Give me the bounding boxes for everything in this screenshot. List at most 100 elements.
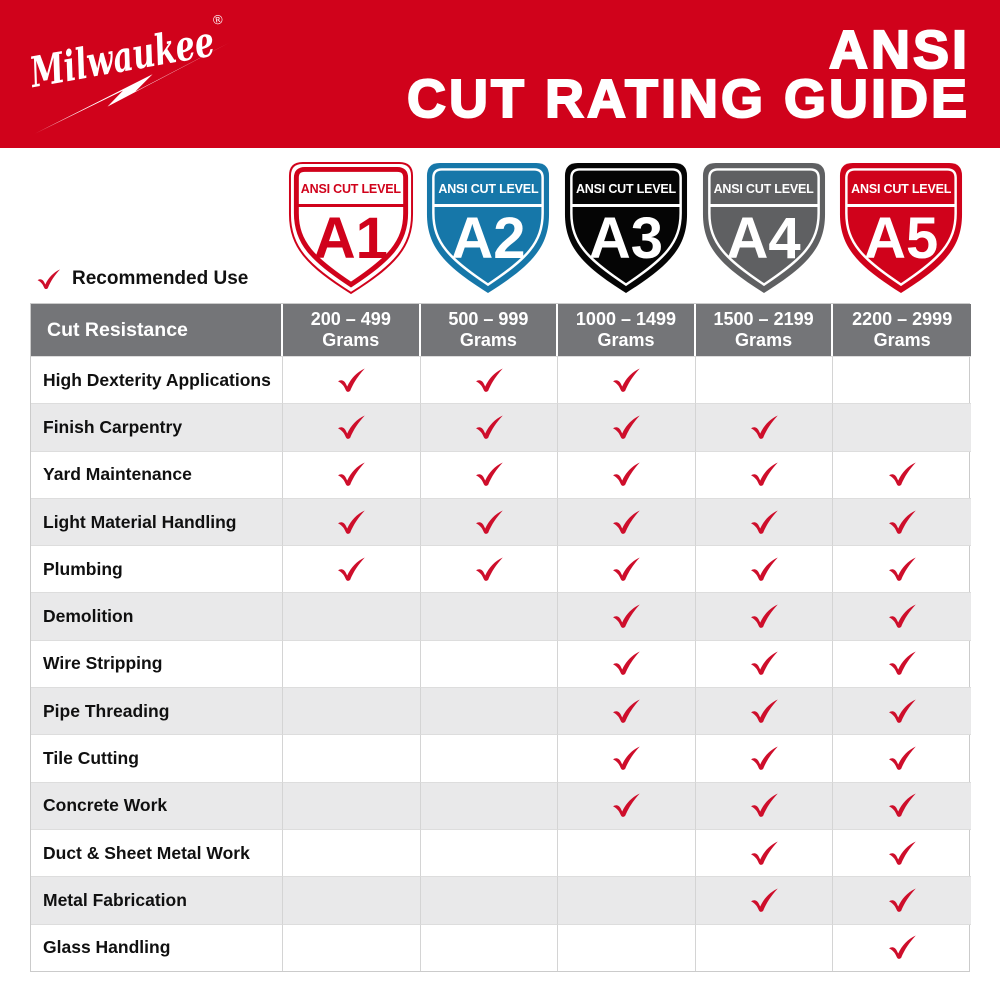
check-cell — [558, 687, 696, 735]
check-cell — [833, 592, 971, 640]
checkmark-icon — [613, 699, 641, 723]
column-gram-unit: Grams — [322, 330, 380, 350]
logo-wordmark: Milwaukee — [25, 17, 218, 98]
checkmark-icon — [338, 415, 366, 439]
ansi-shield-a5: ANSI CUT LEVEL A5 — [838, 161, 964, 295]
check-cell — [283, 734, 421, 782]
ansi-shield-a4: ANSI CUT LEVEL A4 — [701, 161, 827, 295]
row-label: Yard Maintenance — [31, 450, 283, 498]
row-label: Metal Fabrication — [31, 876, 283, 924]
check-cell — [283, 876, 421, 924]
checkmark-icon — [613, 651, 641, 676]
check-cell — [833, 356, 971, 403]
row-label: Concrete Work — [31, 781, 283, 829]
check-cell — [558, 545, 696, 593]
check-cell — [833, 450, 971, 498]
checkmark-icon — [475, 557, 503, 581]
checkmark-icon — [338, 557, 366, 581]
row-label: High Dexterity Applications — [31, 356, 283, 404]
checkmark-icon — [37, 268, 61, 289]
column-gram-range: 500 – 999 — [448, 309, 529, 329]
checkmark-icon — [475, 415, 503, 439]
column-header: 1000 – 1499 Grams — [558, 304, 696, 356]
shield-shape — [702, 163, 825, 293]
checkmark-icon — [889, 651, 916, 676]
shield-divider — [570, 204, 681, 207]
shield-shape — [564, 163, 688, 293]
checkmark-icon — [613, 368, 641, 392]
checkmark-icon — [751, 841, 778, 865]
checkmark-icon — [613, 746, 641, 770]
check-cell — [833, 497, 971, 546]
check-cell — [833, 687, 971, 735]
shield-slot: ANSI CUT LEVEL A2 — [420, 161, 558, 299]
check-cell — [283, 687, 421, 735]
check-cell — [283, 592, 421, 640]
shield-slot: ANSI CUT LEVEL A1 — [282, 161, 420, 299]
shield-level-text: A1 — [313, 206, 388, 271]
checkmark-icon — [751, 699, 778, 723]
check-cell — [420, 781, 559, 829]
check-cell — [420, 734, 559, 782]
checkmark-icon — [751, 510, 778, 534]
shield-level-text: A3 — [588, 206, 664, 271]
shield-cut-level-label: ANSI CUT LEVEL — [575, 182, 676, 196]
check-cell — [558, 734, 696, 782]
row-label: Light Material Handling — [31, 497, 283, 546]
shield-slot: ANSI CUT LEVEL A3 — [557, 161, 695, 299]
column-header: 2200 – 2999 Grams — [833, 304, 971, 356]
shield-divider — [433, 204, 544, 207]
shield-cut-level-label: ANSI CUT LEVEL — [438, 182, 539, 196]
check-cell — [695, 781, 834, 829]
shield-shape — [840, 163, 963, 293]
checkmark-icon — [889, 746, 916, 770]
check-cell — [283, 497, 421, 546]
check-cell — [695, 450, 834, 498]
check-cell — [283, 403, 421, 451]
column-header: 1500 – 2199 Grams — [695, 304, 834, 356]
check-cell — [695, 497, 834, 546]
check-cell — [695, 876, 834, 924]
checkmark-icon — [751, 651, 778, 676]
checkmark-icon — [475, 462, 503, 487]
checkmark-icon — [475, 510, 503, 534]
row-label: Wire Stripping — [31, 639, 283, 688]
column-gram-unit: Grams — [459, 330, 517, 350]
check-cell — [558, 828, 696, 877]
check-cell — [558, 592, 696, 640]
column-gram-range: 1000 – 1499 — [575, 309, 677, 329]
checkmark-icon — [338, 510, 366, 534]
checkmark-icon — [613, 557, 641, 581]
check-cell — [558, 403, 696, 451]
checkmark-icon — [613, 510, 641, 534]
check-cell — [695, 828, 834, 877]
check-cell — [420, 545, 559, 593]
check-cell — [558, 450, 696, 498]
column-gram-range: 2200 – 2999 — [852, 309, 953, 329]
title-line-1: ANSI — [828, 20, 970, 80]
check-cell — [833, 828, 971, 876]
checkmark-icon — [751, 557, 778, 581]
check-cell — [283, 923, 421, 971]
checkmark-icon — [751, 462, 778, 487]
checkmark-icon — [613, 793, 641, 818]
checkmark-icon — [889, 888, 916, 912]
shield-level-text: A5 — [864, 206, 939, 271]
check-cell — [695, 592, 834, 640]
ansi-shield-a1: ANSI CUT LEVEL A1 — [288, 161, 414, 295]
check-cell — [420, 403, 559, 451]
check-cell — [558, 876, 696, 924]
check-cell — [283, 356, 421, 404]
check-cell — [695, 734, 834, 782]
check-cell — [833, 639, 971, 687]
rating-table: Cut Resistance 200 – 499 Grams 500 – 999 Gra… — [30, 303, 971, 972]
shield-cut-level-label: ANSI CUT LEVEL — [713, 182, 814, 196]
milwaukee-logo-graphic: Milwaukee ® — [25, 11, 231, 134]
title-line-2: CUT RATING GUIDE — [406, 69, 970, 129]
checkmark-icon — [889, 793, 916, 818]
check-cell — [695, 639, 834, 688]
check-cell — [558, 639, 696, 688]
column-header: 500 – 999 Grams — [420, 304, 559, 356]
check-cell — [833, 734, 971, 781]
column-gram-unit: Grams — [873, 330, 931, 350]
